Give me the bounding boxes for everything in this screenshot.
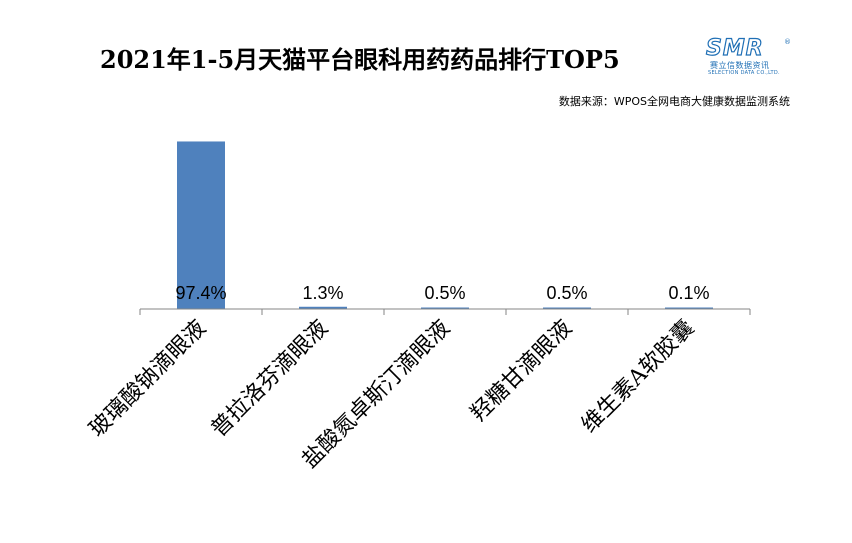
bar-4 bbox=[543, 307, 591, 309]
bar-1 bbox=[177, 141, 225, 309]
logo-subtitle: 赛立信数据资讯 bbox=[710, 61, 770, 70]
data-source-note: 数据来源：WPOS全网电商大健康数据监测系统 bbox=[558, 95, 790, 108]
category-label-2: 普拉洛芬滴眼液 bbox=[207, 316, 334, 443]
bar-2 bbox=[299, 306, 347, 309]
data-label-3: 0.5% bbox=[424, 283, 465, 303]
data-label-4: 0.5% bbox=[546, 283, 587, 303]
category-label-1: 玻璃酸钠滴眼液 bbox=[85, 316, 212, 443]
company-logo: SMR ® 赛立信数据资讯 SELECTION DATA CO.,LTD. bbox=[705, 36, 796, 80]
logo-registered-mark: ® bbox=[784, 38, 791, 46]
category-label-5: 维生素A软胶囊 bbox=[577, 316, 699, 438]
data-label-5: 0.1% bbox=[668, 283, 709, 303]
logo-tagline: SELECTION DATA CO.,LTD. bbox=[708, 70, 780, 76]
category-label-4: 羟糖甘滴眼液 bbox=[466, 316, 577, 427]
chart-title: 2021年1-5月天猫平台眼科用药药品排行TOP5 bbox=[100, 45, 620, 74]
bar-5 bbox=[665, 307, 713, 309]
logo-wordmark: SMR bbox=[705, 36, 764, 61]
data-label-1: 97.4% bbox=[175, 283, 226, 303]
bar-3 bbox=[421, 307, 469, 309]
data-label-2: 1.3% bbox=[302, 283, 343, 303]
